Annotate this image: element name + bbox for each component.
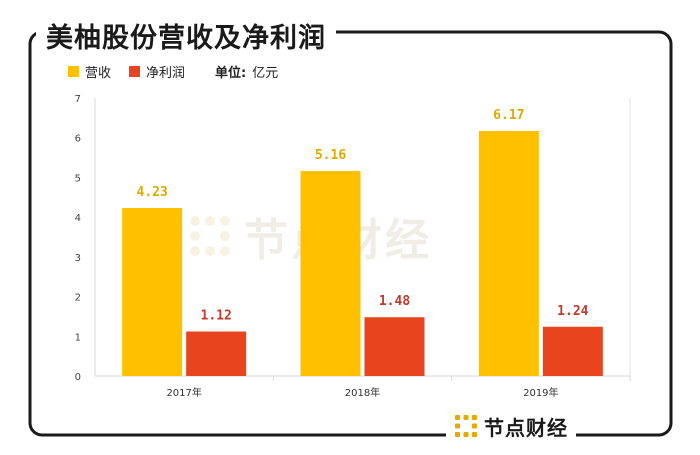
unit-value: 亿元	[252, 65, 279, 81]
legend-item-net-profit: 净利润	[129, 62, 185, 81]
y-tick-label: 7	[75, 94, 81, 105]
legend-swatch-revenue	[68, 65, 79, 77]
bar-net-profit	[364, 317, 425, 376]
data-label-net-profit: 1.24	[557, 304, 588, 319]
data-label-revenue: 5.16	[315, 148, 346, 163]
data-label-net-profit: 1.48	[379, 294, 410, 309]
bar-revenue	[300, 171, 361, 376]
y-tick-label: 3	[75, 253, 81, 264]
legend: 营收 净利润 单位: 亿元	[68, 62, 279, 81]
legend-swatch-net-profit	[129, 65, 141, 77]
y-tick-label: 6	[75, 134, 81, 145]
frame-border	[28, 30, 673, 437]
legend-label-revenue: 营收	[85, 65, 112, 81]
legend-label-net-profit: 净利润	[146, 65, 186, 81]
y-tick-label: 4	[75, 213, 81, 224]
y-tick-label: 0	[75, 372, 81, 383]
y-tick-label: 2	[75, 293, 81, 304]
brand-footer: 节点财经	[446, 408, 576, 444]
bar-revenue	[122, 208, 183, 376]
bar-revenue	[478, 130, 539, 376]
watermark-logo-icon	[190, 216, 230, 256]
y-tick-label: 1	[75, 332, 81, 343]
y-tick-label: 5	[75, 173, 81, 184]
x-tick-label: 2017年	[166, 386, 201, 399]
page-title: 美柚股份营收及净利润	[36, 16, 336, 55]
brand-logo-icon	[455, 415, 477, 437]
x-tick-label: 2019年	[523, 386, 558, 399]
unit-label: 单位:	[215, 65, 247, 81]
data-label-revenue: 4.23	[137, 185, 168, 200]
bar-net-profit	[542, 326, 603, 376]
bar-net-profit	[186, 331, 247, 376]
brand-name: 节点财经	[484, 415, 568, 440]
x-tick-label: 2018年	[345, 386, 380, 399]
legend-item-revenue: 营收	[68, 62, 111, 81]
data-label-net-profit: 1.12	[201, 309, 232, 324]
data-label-revenue: 6.17	[493, 108, 524, 123]
